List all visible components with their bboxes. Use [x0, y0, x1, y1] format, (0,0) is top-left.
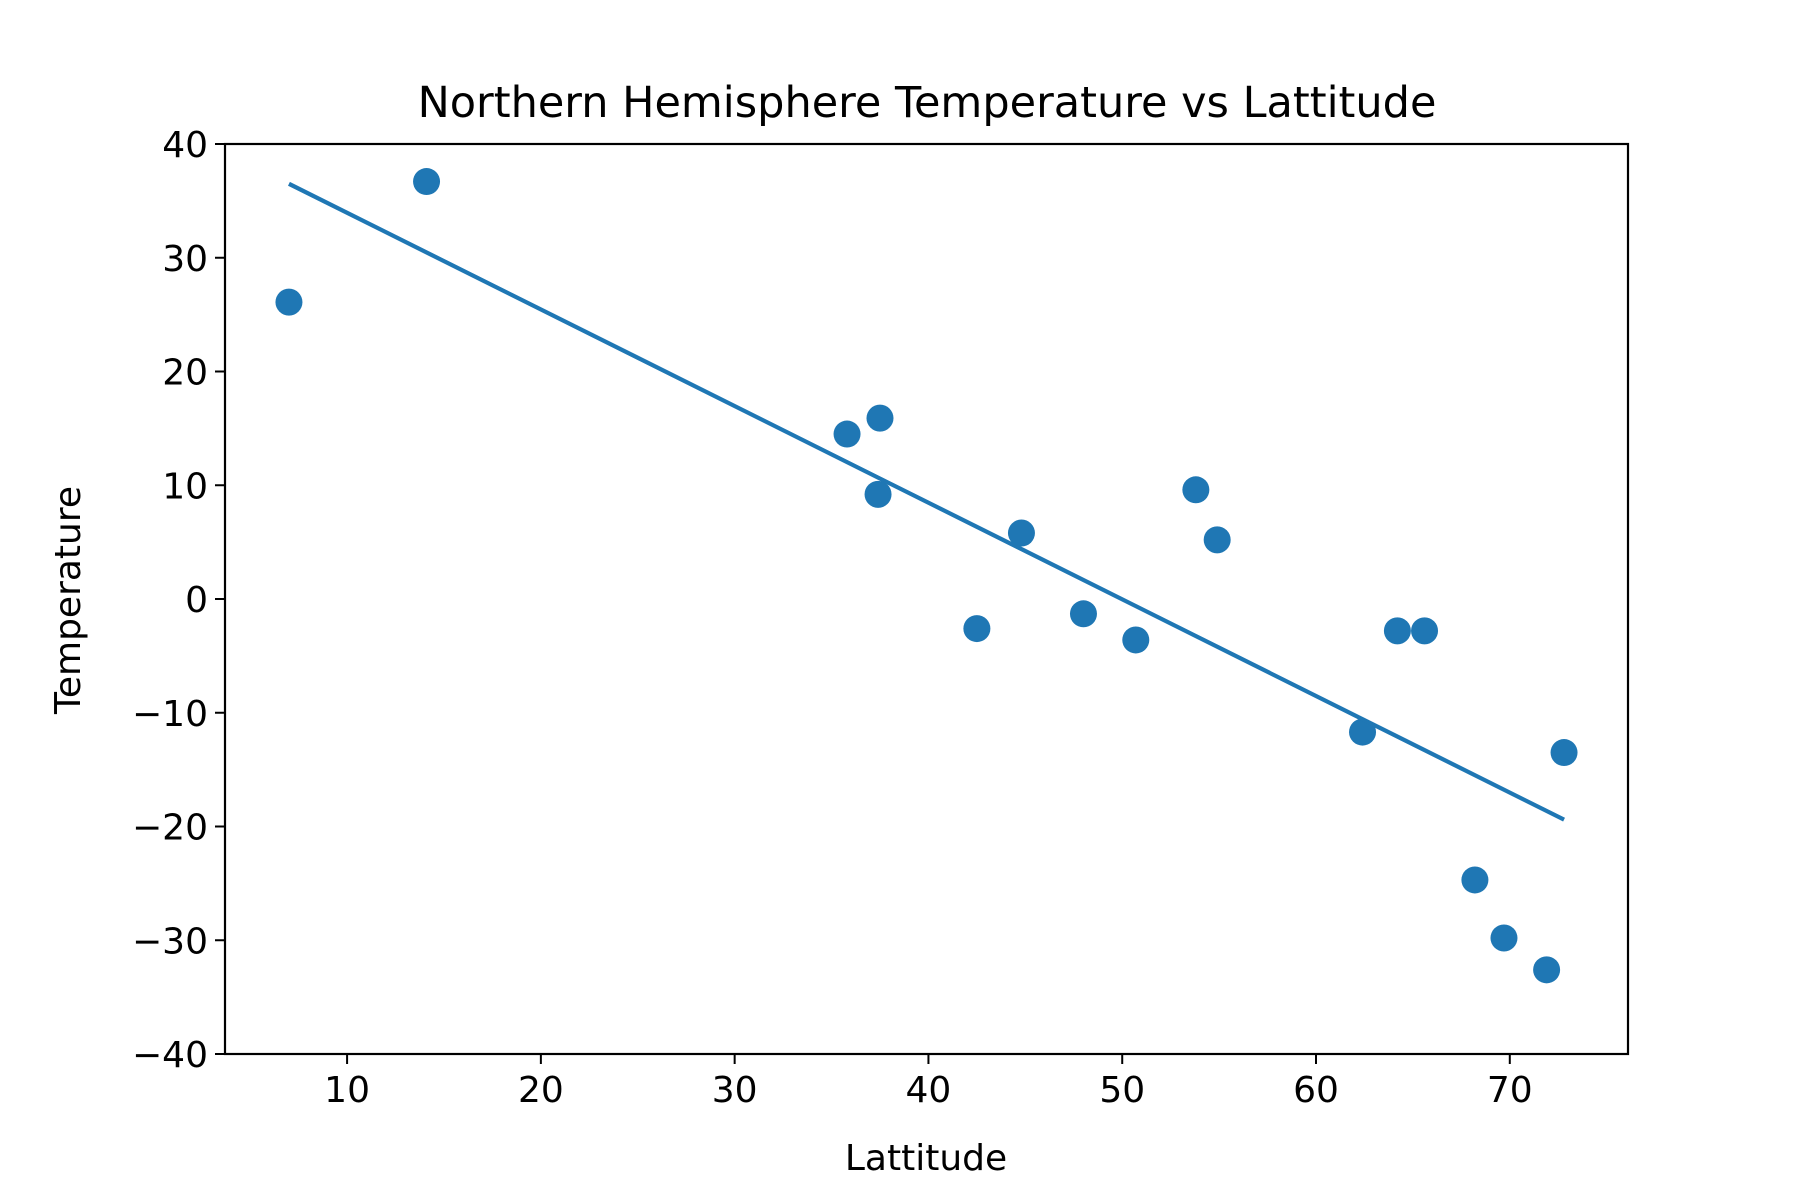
- data-point: [1550, 739, 1578, 767]
- y-tick-label: 20: [162, 353, 208, 394]
- y-tick-label: −20: [132, 808, 208, 849]
- x-tick-label: 20: [518, 1070, 564, 1111]
- data-point: [1349, 718, 1377, 746]
- plot-area: [223, 142, 1630, 1056]
- data-point: [1383, 617, 1411, 645]
- y-axis-label: Temperature: [48, 486, 89, 715]
- data-point: [1533, 956, 1561, 984]
- data-point: [963, 615, 991, 643]
- y-tick-label: −30: [132, 921, 208, 962]
- data-point: [1007, 519, 1035, 547]
- data-point: [1411, 617, 1439, 645]
- data-point: [1461, 866, 1489, 894]
- data-point: [275, 288, 303, 316]
- y-tick-label: 30: [162, 239, 208, 280]
- y-axis: −40 −30 −20 −10 0 10 20 30 40: [132, 125, 225, 1076]
- y-tick-label: −10: [132, 694, 208, 735]
- x-tick-label: 50: [1099, 1070, 1145, 1111]
- regression-line: [288, 181, 1565, 822]
- y-tick-label: −40: [132, 1035, 208, 1076]
- data-point: [866, 404, 894, 432]
- x-tick-label: 60: [1293, 1070, 1339, 1111]
- data-point: [413, 168, 441, 196]
- x-tick-label: 30: [712, 1070, 758, 1111]
- data-point: [1069, 600, 1097, 628]
- data-point: [1122, 626, 1150, 654]
- x-tick-label: 40: [906, 1070, 952, 1111]
- data-point: [833, 420, 861, 448]
- x-tick-label: 70: [1487, 1070, 1533, 1111]
- data-point: [1203, 526, 1231, 554]
- data-point: [1182, 476, 1210, 504]
- x-axis: 10 20 30 40 50 60 70: [324, 1054, 1533, 1111]
- y-tick-label: 10: [162, 466, 208, 507]
- x-axis-label: Lattitude: [845, 1138, 1007, 1179]
- x-tick-label: 10: [324, 1070, 370, 1111]
- y-tick-label: 0: [185, 580, 208, 621]
- plot-frame: [223, 142, 1630, 1056]
- y-tick-label: 40: [162, 125, 208, 166]
- data-point: [864, 480, 892, 508]
- data-point: [1490, 924, 1518, 952]
- chart-title: Northern Hemisphere Temperature vs Latti…: [418, 78, 1437, 128]
